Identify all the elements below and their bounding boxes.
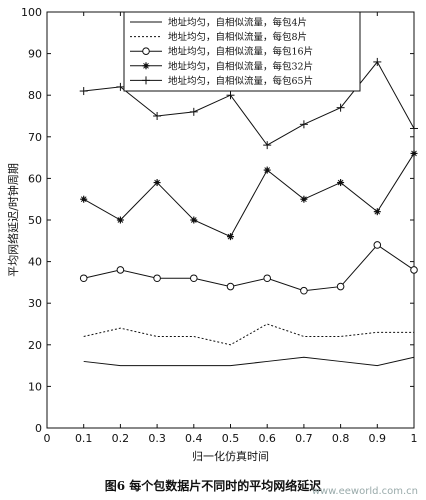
star-marker (373, 208, 381, 216)
legend-item: 地址均匀，自相似流量，每包32片 (130, 60, 313, 72)
plus-marker (142, 76, 150, 85)
y-tick-label: 80 (28, 89, 42, 102)
series-line (83, 244, 415, 292)
legend-label: 地址均匀，自相似流量，每包16片 (168, 46, 313, 58)
x-tick-label: 0.3 (148, 432, 166, 445)
x-tick-label: 0.2 (112, 432, 130, 445)
star-marker (263, 166, 271, 174)
plus-marker (153, 112, 162, 120)
plus-marker (189, 107, 198, 116)
circle-marker (263, 274, 272, 283)
series-layer (79, 57, 418, 367)
circle-marker (153, 274, 161, 283)
plus-marker (263, 141, 272, 150)
series-4 (80, 149, 418, 241)
legend-item: 地址均匀，自相似流量，每包16片 (130, 46, 313, 58)
x-tick-label: 0.5 (222, 432, 240, 445)
x-tick-label: 0.8 (332, 432, 350, 445)
y-tick-label: 20 (28, 339, 42, 352)
plus-marker (79, 87, 88, 96)
axis-ticks: 0 0.1 0.2 0.3 0.4 0.5 0.6 0.7 0.8 0.9 101020304050… (21, 6, 418, 445)
x-tick-label: 0.6 (258, 432, 276, 445)
circle-marker (410, 266, 418, 274)
x-tick-label: 0.1 (75, 432, 93, 445)
series-1 (83, 356, 415, 367)
y-tick-label: 70 (28, 131, 42, 144)
plus-marker (336, 103, 345, 112)
y-tick-label: 50 (28, 214, 42, 227)
y-tick-label: 30 (28, 297, 42, 310)
legend-item: 地址均匀，自相似流量，每包4片 (130, 17, 307, 29)
series-line (83, 323, 414, 346)
y-tick-label: 10 (28, 380, 42, 393)
legend-label: 地址均匀，自相似流量，每包65片 (168, 75, 313, 87)
legend: 地址均匀，自相似流量，每包4片地址均匀，自相似流量，每包8片地址均匀，自相似流量… (123, 11, 361, 92)
x-tick-label: 0.7 (295, 432, 313, 445)
circle-marker (79, 274, 88, 283)
circle-marker (226, 282, 235, 291)
y-tick-label: 100 (21, 6, 42, 19)
circle-marker (142, 47, 150, 56)
y-tick-label: 40 (28, 256, 42, 269)
star-marker (80, 195, 88, 203)
x-tick-label: 0 (44, 432, 51, 445)
line-chart: 0 0.1 0.2 0.3 0.4 0.5 0.6 0.7 0.8 0.9 101020304050… (6, 6, 418, 463)
circle-marker (300, 286, 308, 295)
legend-label: 地址均匀，自相似流量，每包8片 (168, 31, 307, 43)
legend-item: 地址均匀，自相似流量，每包65片 (130, 75, 313, 87)
plus-marker (116, 82, 125, 91)
circle-marker (336, 282, 345, 291)
plus-marker (410, 124, 418, 133)
circle-marker (116, 266, 125, 274)
x-tick-label: 1 (411, 432, 418, 445)
plus-marker (299, 120, 308, 129)
x-tick-label: 0.9 (369, 432, 387, 445)
watermark: www.eeworld.com.cn (311, 486, 418, 497)
star-marker (153, 179, 161, 187)
figure-caption: 图6 每个包数据片不同时的平均网络延迟 (104, 479, 322, 493)
legend-box (123, 11, 361, 92)
star-marker (227, 233, 234, 241)
star-marker (116, 216, 124, 224)
circle-marker (373, 241, 382, 249)
legend-label: 地址均匀，自相似流量，每包32片 (168, 60, 313, 72)
y-axis-label: 平均网络延迟/时钟周期 (6, 163, 20, 277)
star-marker (410, 149, 418, 157)
y-tick-label: 90 (28, 48, 42, 61)
star-marker (142, 62, 150, 70)
legend-item: 地址均匀，自相似流量，每包8片 (130, 31, 307, 43)
series-2 (83, 323, 414, 346)
legend-label: 地址均匀，自相似流量，每包4片 (168, 17, 307, 29)
star-marker (300, 195, 308, 203)
series-line (83, 153, 415, 238)
circle-marker (190, 274, 198, 283)
y-tick-label: 60 (28, 172, 42, 185)
y-tick-label: 0 (35, 422, 42, 435)
plus-marker (373, 57, 382, 66)
x-axis-label: 归一化仿真时间 (192, 449, 269, 463)
series-3 (79, 241, 418, 295)
plus-marker (226, 91, 235, 100)
x-tick-label: 0.4 (185, 432, 203, 445)
series-line (83, 356, 415, 367)
star-marker (337, 179, 345, 187)
star-marker (190, 216, 198, 224)
